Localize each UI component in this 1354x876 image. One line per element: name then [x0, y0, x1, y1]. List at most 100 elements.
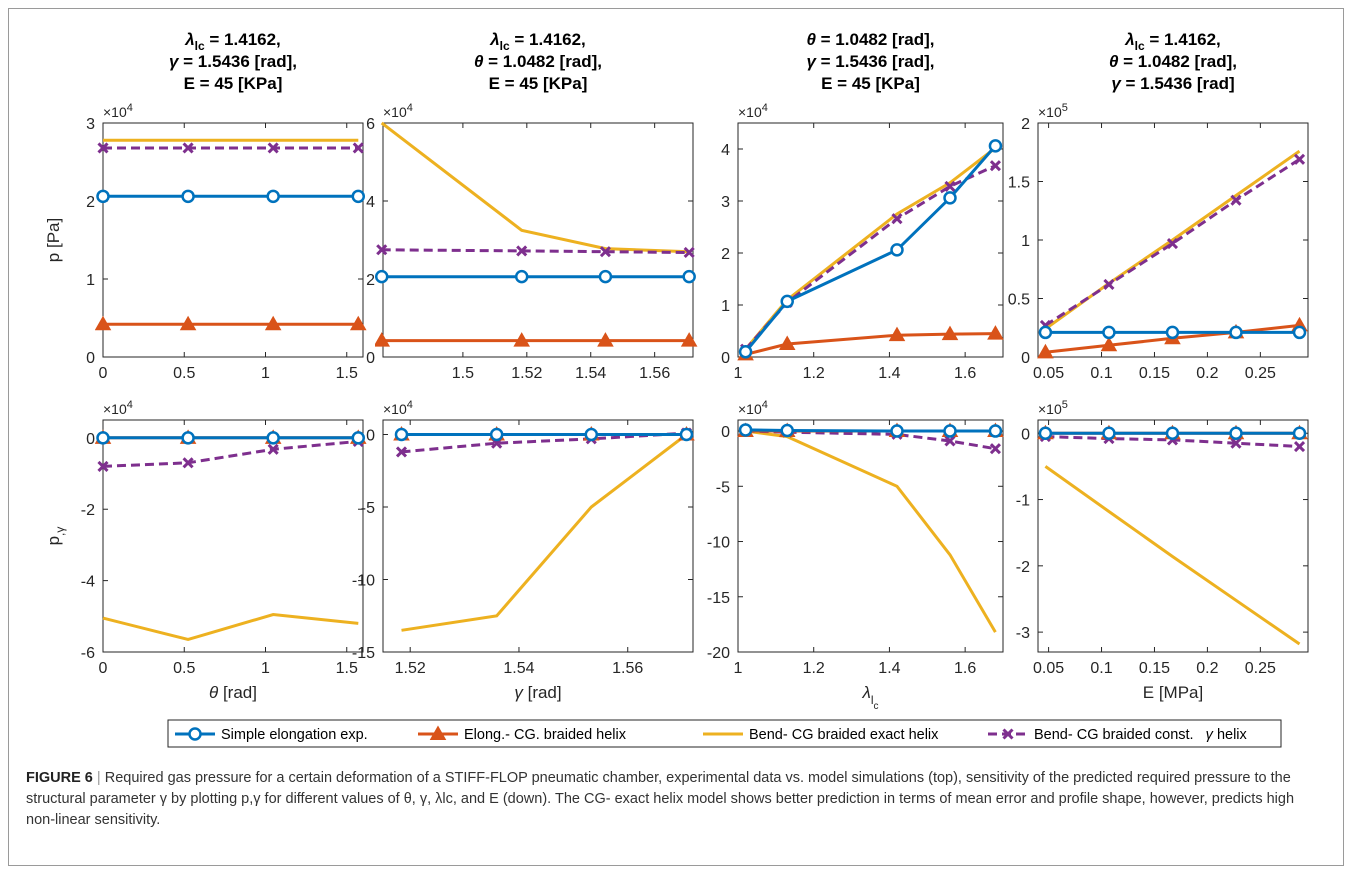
- chart-panel-bottom-3: -20 -15 -10 -5 0 1 1.2 1.4 1.6 ×104 λlc: [707, 399, 1004, 712]
- caption-text: Required gas pressure for a certain defo…: [26, 770, 1295, 828]
- caption-label: FIGURE 6: [26, 770, 93, 786]
- series-point: [988, 139, 1003, 153]
- series-0: [96, 431, 366, 445]
- series-0: [1038, 426, 1307, 441]
- x-tick-label: 0.2: [1196, 365, 1218, 382]
- series-point: [989, 443, 1001, 455]
- series-point: [266, 189, 280, 204]
- y-multiplier: ×105: [1038, 102, 1068, 120]
- chart-title-line: λlc = 1.4162,: [184, 30, 281, 53]
- y-multiplier: ×104: [738, 399, 768, 417]
- y-tick-label: 6: [366, 116, 375, 133]
- x-tick-label: 0.5: [173, 660, 195, 677]
- series-point: [97, 460, 109, 472]
- series-point: [988, 424, 1003, 438]
- series-point: [266, 431, 280, 445]
- series-point: [599, 246, 611, 258]
- series-point: [682, 269, 696, 284]
- series-0: [96, 189, 366, 204]
- chart-title-line: λlc = 1.4162,: [1124, 30, 1221, 53]
- y-tick-label: 3: [86, 116, 95, 133]
- series-point: [683, 246, 695, 259]
- series-point: [679, 427, 694, 442]
- x-tick-label: 0.05: [1033, 365, 1064, 382]
- series-3: [1039, 153, 1306, 331]
- series-point: [943, 424, 957, 438]
- series-point: [1293, 153, 1306, 165]
- y-tick-label: 4: [721, 142, 730, 159]
- x-axis-label: λlc: [861, 683, 878, 712]
- x-tick-label: 0.25: [1245, 660, 1276, 677]
- series-point: [890, 243, 904, 257]
- series-point: [181, 189, 195, 204]
- series-point: [891, 213, 903, 225]
- series-point: [888, 326, 906, 342]
- series-3: [376, 244, 695, 259]
- series-line: [1044, 465, 1301, 646]
- y-multiplier: ×105: [1038, 399, 1068, 417]
- figure-frame: [8, 8, 1344, 866]
- y-tick-label: -3: [1016, 625, 1030, 642]
- series-point: [597, 332, 614, 347]
- y-tick-label: -4: [81, 574, 95, 591]
- series-2: [745, 429, 997, 633]
- legend-label: Bend- CG braided const. γ helix: [1034, 727, 1248, 743]
- legend-label: Elong.- CG. braided helix: [464, 727, 627, 743]
- series-line: [1044, 158, 1301, 327]
- plot-area: [102, 122, 364, 358]
- x-tick-label: 1: [734, 365, 743, 382]
- series-point: [516, 245, 528, 257]
- chart-title-line: γ = 1.5436 [rad]: [1111, 74, 1234, 93]
- series-line: [381, 248, 690, 254]
- series-1: [737, 325, 1004, 361]
- series-point: [1229, 325, 1243, 340]
- series-line: [401, 433, 688, 632]
- series-point: [375, 332, 391, 347]
- chart-title-line: γ = 1.5436 [rad],: [806, 52, 934, 71]
- chart-panel-bottom-4: -3 -2 -1 0 0.05 0.1 0.15 0.2 0.25 ×105 E [MPa]: [1016, 399, 1309, 702]
- series-point: [375, 269, 389, 284]
- series-point: [890, 424, 904, 438]
- chart-title-line: E = 45 [KPa]: [489, 74, 588, 93]
- series-point: [96, 431, 110, 445]
- y-tick-label: 0: [1021, 350, 1030, 367]
- x-tick-label: 1.56: [612, 660, 643, 677]
- series-point: [182, 457, 194, 469]
- series-2: [380, 121, 690, 254]
- chart-panel-top-4: 0 0.5 1 1.5 2 0.05 0.1 0.15 0.2 0.25 ×105 λlc = 1.4…: [1008, 30, 1309, 382]
- series-point: [351, 189, 366, 204]
- series-point: [1103, 278, 1115, 291]
- series-point: [989, 160, 1001, 172]
- series-0: [738, 423, 1003, 438]
- series-line: [744, 164, 997, 351]
- caption-separator: |: [96, 770, 101, 786]
- x-tick-label: 1.5: [452, 365, 474, 382]
- series-point: [513, 332, 530, 347]
- legend-label: Bend- CG braided exact helix: [749, 727, 939, 743]
- series-2: [744, 146, 997, 351]
- y-tick-label: -2: [1016, 559, 1030, 576]
- y-tick-label: 2: [1021, 116, 1030, 133]
- series-point: [1100, 336, 1118, 352]
- series-point: [351, 431, 366, 445]
- series-point: [944, 180, 956, 193]
- legend-label: Simple elongation exp.: [221, 727, 368, 743]
- series-point: [188, 727, 202, 741]
- y-tick-label: 1.5: [1008, 175, 1030, 192]
- plot-area: [1037, 419, 1309, 653]
- y-tick-label: 0: [366, 350, 375, 367]
- series-2: [1044, 465, 1301, 646]
- x-tick-label: 1.2: [803, 365, 825, 382]
- chart-panel-bottom-1: -6 -4 -2 0 0 0.5 1 1.5 ×104 p,γ θ [rad]: [44, 399, 367, 702]
- series-line: [102, 612, 359, 642]
- series-point: [944, 435, 956, 447]
- series-point: [1230, 437, 1242, 449]
- series-point: [1002, 728, 1014, 740]
- y-tick-label: -10: [707, 535, 730, 552]
- x-tick-label: 1: [261, 365, 270, 382]
- y-tick-label: -15: [707, 590, 730, 607]
- series-point: [780, 423, 794, 438]
- series-point: [96, 189, 110, 204]
- y-tick-label: -15: [352, 645, 375, 662]
- x-tick-label: 1.6: [954, 660, 976, 677]
